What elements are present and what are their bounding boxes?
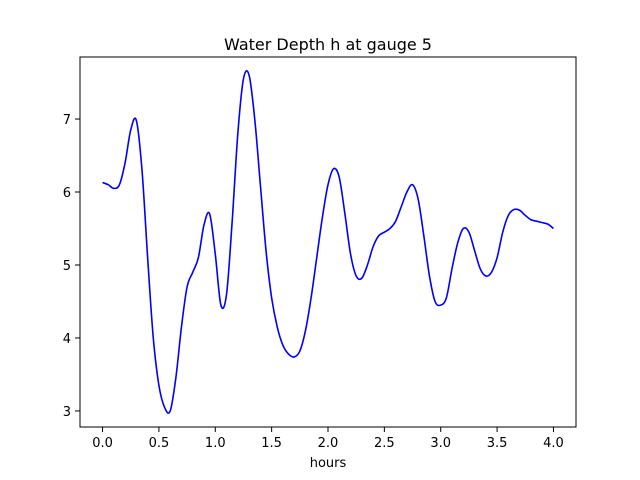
series-layer	[102, 70, 554, 414]
y-tick-label: 6	[63, 186, 71, 201]
y-tick-label: 3	[63, 405, 71, 420]
x-tick-label: 3.0	[430, 436, 451, 451]
chart-title: Water Depth h at gauge 5	[224, 35, 432, 54]
plot-frame	[79, 56, 577, 428]
y-tick-label: 4	[63, 332, 71, 347]
x-tick-label: 0.5	[149, 436, 170, 451]
x-tick-label: 2.0	[318, 436, 339, 451]
y-axis-ticks: 3 4 5 6 7	[63, 113, 80, 420]
x-tick-label: 1.5	[261, 436, 282, 451]
x-tick-label: 4.0	[543, 436, 564, 451]
series-line	[102, 70, 554, 414]
x-tick-label: 1.0	[205, 436, 226, 451]
x-tick-label: 0.0	[92, 436, 113, 451]
x-axis-ticks: 0.0 0.5 1.0 1.5 2.0 2.5 3.0 3.5 4.0	[92, 427, 564, 451]
x-tick-label: 3.5	[487, 436, 508, 451]
y-tick-label: 5	[63, 259, 71, 274]
x-axis-label: hours	[310, 456, 347, 471]
x-tick-label: 2.5	[374, 436, 395, 451]
y-tick-label: 7	[63, 113, 71, 128]
